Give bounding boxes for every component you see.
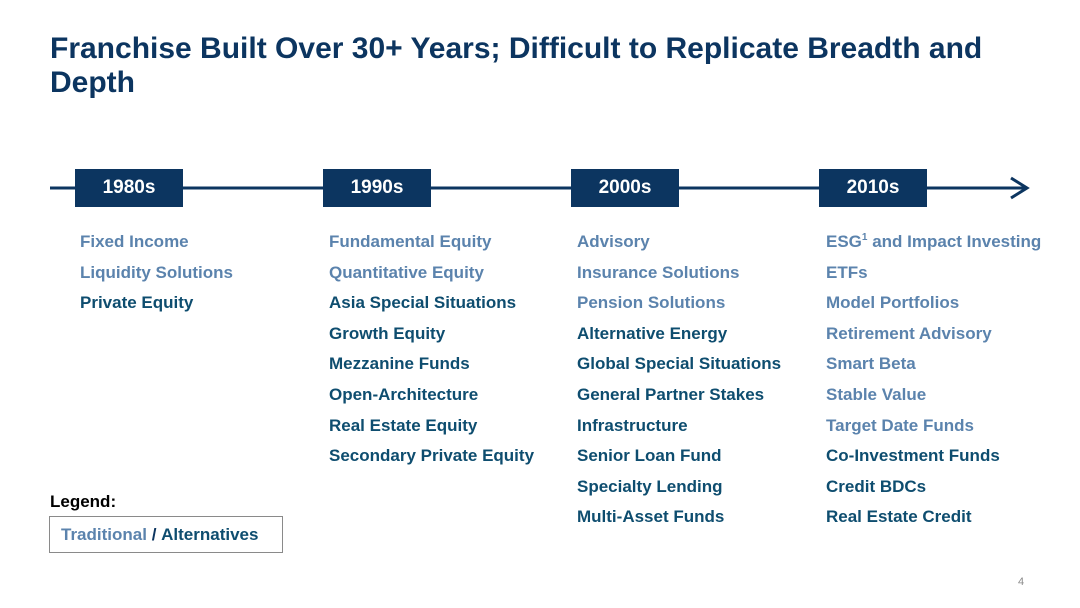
- strategy-name: Specialty Lending: [577, 476, 723, 496]
- strategy-item: Target Date Funds: [826, 415, 1041, 446]
- strategy-name: Liquidity Solutions: [80, 262, 233, 282]
- strategy-name: Real Estate Credit: [826, 507, 972, 527]
- strategy-name: Credit BDCs: [826, 476, 927, 496]
- strategy-item: Insurance Solutions: [577, 262, 781, 293]
- strategy-name: Asia Special Situations: [329, 293, 517, 313]
- legend-alternatives: Alternatives: [161, 524, 259, 544]
- strategy-item: Specialty Lending: [577, 476, 781, 507]
- strategy-item: Global Special Situations: [577, 353, 781, 384]
- legend-box: Traditional / Alternatives: [49, 516, 283, 553]
- strategy-item: Senior Loan Fund: [577, 445, 781, 476]
- strategy-name: Fundamental Equity: [329, 232, 492, 251]
- strategy-name: Alternative Energy: [577, 323, 728, 343]
- strategy-item: Mezzanine Funds: [329, 353, 534, 384]
- strategy-name: Real Estate Equity: [329, 415, 478, 435]
- strategy-item: General Partner Stakes: [577, 384, 781, 415]
- strategy-name: Stable Value: [826, 384, 927, 404]
- slide-title: Franchise Built Over 30+ Years; Difficul…: [50, 32, 983, 99]
- strategy-item: Pension Solutions: [577, 292, 781, 323]
- strategy-item: Asia Special Situations: [329, 292, 534, 323]
- strategy-name: Target Date Funds: [826, 415, 974, 435]
- legend-traditional: Traditional: [61, 524, 147, 544]
- strategy-item: Growth Equity: [329, 323, 534, 354]
- strategy-name: Mezzanine Funds: [329, 354, 470, 374]
- decade-2000s-strategies: Advisory Insurance Solutions Pension Solut…: [577, 231, 781, 537]
- strategy-item: Infrastructure: [577, 415, 781, 446]
- decade-1980s: 1980s: [75, 169, 183, 207]
- decade-2010s-strategies: ESG1 and Impact Investing ETFs Model Portf…: [826, 231, 1041, 537]
- strategy-item: Quantitative Equity: [329, 262, 534, 293]
- strategy-name: Smart Beta: [826, 354, 916, 374]
- strategy-name-suffix: and Impact Investing: [867, 232, 1042, 251]
- strategy-name: Advisory: [577, 232, 650, 251]
- strategy-name: Growth Equity: [329, 323, 446, 343]
- strategy-name: Quantitative Equity: [329, 262, 484, 282]
- page-number: 4: [1018, 576, 1025, 588]
- strategy-item: Secondary Private Equity: [329, 445, 534, 476]
- strategy-name: Model Portfolios: [826, 293, 960, 313]
- strategy-item: Co-Investment Funds: [826, 445, 1041, 476]
- strategy-name: Senior Loan Fund: [577, 446, 722, 466]
- strategy-item: Retirement Advisory: [826, 323, 1041, 354]
- strategy-name: ESG: [826, 232, 862, 251]
- strategy-name: Fixed Income: [80, 232, 189, 251]
- strategy-name: Infrastructure: [577, 415, 688, 435]
- strategy-name: Retirement Advisory: [826, 323, 992, 343]
- strategy-name: Private Equity: [80, 293, 194, 313]
- strategy-name: Multi-Asset Funds: [577, 507, 725, 527]
- legend-separator: /: [146, 524, 162, 544]
- strategy-name: Pension Solutions: [577, 293, 726, 313]
- footnote-marker: 1: [861, 232, 868, 243]
- strategy-item: Fundamental Equity: [329, 231, 534, 262]
- strategy-name: Global Special Situations: [577, 354, 782, 374]
- strategy-item: Alternative Energy: [577, 323, 781, 354]
- strategy-item: Advisory: [577, 231, 781, 262]
- strategy-item: Model Portfolios: [826, 292, 1041, 323]
- strategy-item: Real Estate Equity: [329, 415, 534, 446]
- strategy-name: Secondary Private Equity: [329, 446, 535, 466]
- decade-2010s: 2010s: [819, 169, 927, 207]
- strategy-item: Real Estate Credit: [826, 506, 1041, 537]
- arrow-head-icon: [1010, 176, 1030, 200]
- decade-1980s-strategies: Fixed Income Liquidity Solutions Private E…: [80, 231, 233, 323]
- strategy-item: Smart Beta: [826, 353, 1041, 384]
- strategy-name: Open-Architecture: [329, 384, 479, 404]
- strategy-item: Liquidity Solutions: [80, 262, 233, 293]
- strategy-item: ETFs: [826, 262, 1041, 293]
- strategy-name: ETFs: [826, 262, 868, 282]
- strategy-item: Open-Architecture: [329, 384, 534, 415]
- strategy-name: Insurance Solutions: [577, 262, 740, 282]
- strategy-item: Private Equity: [80, 292, 233, 323]
- strategy-item: Credit BDCs: [826, 476, 1041, 507]
- strategy-name: General Partner Stakes: [577, 384, 765, 404]
- decade-1990s-strategies: Fundamental Equity Quantitative Equity Asi…: [329, 231, 534, 476]
- strategy-item: Stable Value: [826, 384, 1041, 415]
- decade-1990s: 1990s: [323, 169, 431, 207]
- strategy-item: Multi-Asset Funds: [577, 506, 781, 537]
- decade-2000s: 2000s: [571, 169, 679, 207]
- strategy-name: Co-Investment Funds: [826, 446, 1000, 466]
- strategy-item: ESG1 and Impact Investing: [826, 231, 1041, 262]
- strategy-item: Fixed Income: [80, 231, 233, 262]
- legend-label: Legend:: [50, 492, 117, 511]
